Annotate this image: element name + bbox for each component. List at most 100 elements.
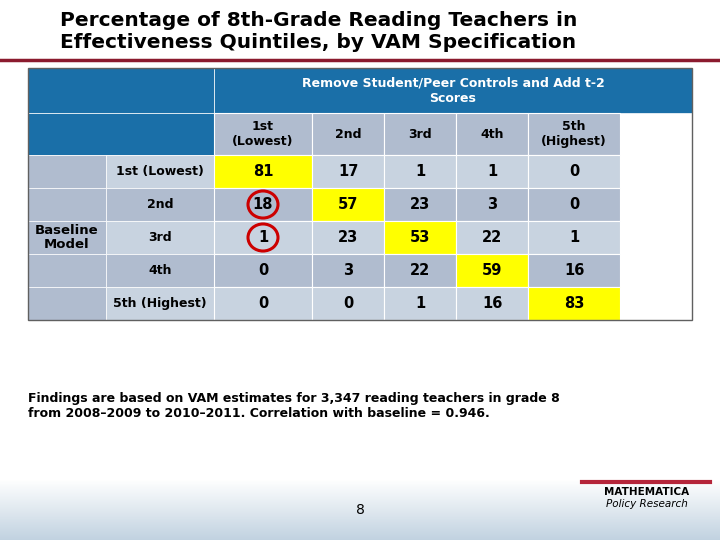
FancyBboxPatch shape [0, 487, 720, 488]
FancyBboxPatch shape [0, 504, 720, 505]
Text: 1: 1 [569, 230, 579, 245]
FancyBboxPatch shape [0, 529, 720, 530]
FancyBboxPatch shape [0, 503, 720, 504]
FancyBboxPatch shape [214, 221, 312, 254]
Text: 3rd: 3rd [408, 127, 432, 140]
FancyBboxPatch shape [456, 113, 528, 155]
FancyBboxPatch shape [28, 287, 106, 320]
FancyBboxPatch shape [0, 496, 720, 497]
FancyBboxPatch shape [28, 254, 106, 287]
FancyBboxPatch shape [528, 188, 620, 221]
Text: 1: 1 [258, 230, 268, 245]
FancyBboxPatch shape [106, 254, 214, 287]
FancyBboxPatch shape [0, 518, 720, 519]
FancyBboxPatch shape [312, 287, 384, 320]
FancyBboxPatch shape [0, 538, 720, 539]
FancyBboxPatch shape [312, 113, 384, 155]
Text: 5th
(Highest): 5th (Highest) [541, 120, 607, 148]
Text: 1st
(Lowest): 1st (Lowest) [233, 120, 294, 148]
FancyBboxPatch shape [528, 113, 620, 155]
Text: 57: 57 [338, 197, 358, 212]
FancyBboxPatch shape [0, 531, 720, 532]
Text: 81: 81 [253, 164, 274, 179]
FancyBboxPatch shape [0, 506, 720, 507]
Text: 0: 0 [569, 164, 579, 179]
FancyBboxPatch shape [384, 113, 456, 155]
FancyBboxPatch shape [214, 188, 312, 221]
FancyBboxPatch shape [214, 254, 312, 287]
FancyBboxPatch shape [0, 501, 720, 502]
FancyBboxPatch shape [0, 521, 720, 522]
FancyBboxPatch shape [0, 485, 720, 486]
FancyBboxPatch shape [28, 188, 106, 221]
FancyBboxPatch shape [214, 113, 312, 155]
FancyBboxPatch shape [528, 155, 620, 188]
Text: 22: 22 [482, 230, 502, 245]
FancyBboxPatch shape [28, 155, 106, 188]
Text: Baseline
Model: Baseline Model [35, 224, 99, 252]
Text: 59: 59 [482, 263, 502, 278]
Text: 1: 1 [487, 164, 497, 179]
FancyBboxPatch shape [0, 492, 720, 493]
Text: Remove Student/Peer Controls and Add t-2
Scores: Remove Student/Peer Controls and Add t-2… [302, 77, 604, 105]
FancyBboxPatch shape [0, 524, 720, 525]
FancyBboxPatch shape [0, 510, 720, 511]
FancyBboxPatch shape [0, 509, 720, 510]
FancyBboxPatch shape [0, 494, 720, 495]
FancyBboxPatch shape [312, 155, 384, 188]
FancyBboxPatch shape [528, 254, 620, 287]
FancyBboxPatch shape [0, 519, 720, 520]
FancyBboxPatch shape [456, 221, 528, 254]
FancyBboxPatch shape [0, 523, 720, 524]
FancyBboxPatch shape [28, 113, 214, 155]
FancyBboxPatch shape [0, 520, 720, 521]
Text: 3rd: 3rd [148, 231, 172, 244]
Text: 3: 3 [487, 197, 497, 212]
FancyBboxPatch shape [0, 493, 720, 494]
FancyBboxPatch shape [0, 486, 720, 487]
FancyBboxPatch shape [384, 188, 456, 221]
FancyBboxPatch shape [0, 526, 720, 527]
FancyBboxPatch shape [106, 188, 214, 221]
FancyBboxPatch shape [0, 528, 720, 529]
Text: 0: 0 [569, 197, 579, 212]
FancyBboxPatch shape [0, 522, 720, 523]
Text: 16: 16 [482, 296, 502, 311]
Text: 17: 17 [338, 164, 358, 179]
Text: 22: 22 [410, 263, 430, 278]
FancyBboxPatch shape [0, 512, 720, 513]
Text: 0: 0 [343, 296, 353, 311]
FancyBboxPatch shape [0, 534, 720, 535]
Text: 5th (Highest): 5th (Highest) [113, 297, 207, 310]
Text: 18: 18 [253, 197, 274, 212]
FancyBboxPatch shape [456, 188, 528, 221]
FancyBboxPatch shape [106, 221, 214, 254]
FancyBboxPatch shape [0, 525, 720, 526]
Text: 4th: 4th [148, 264, 172, 277]
FancyBboxPatch shape [0, 539, 720, 540]
FancyBboxPatch shape [312, 221, 384, 254]
FancyBboxPatch shape [0, 535, 720, 536]
FancyBboxPatch shape [0, 533, 720, 534]
FancyBboxPatch shape [0, 498, 720, 499]
FancyBboxPatch shape [528, 287, 620, 320]
FancyBboxPatch shape [28, 221, 106, 254]
FancyBboxPatch shape [528, 221, 620, 254]
FancyBboxPatch shape [0, 490, 720, 491]
FancyBboxPatch shape [0, 495, 720, 496]
Text: 0: 0 [258, 296, 268, 311]
FancyBboxPatch shape [0, 527, 720, 528]
Text: 2nd: 2nd [147, 198, 174, 211]
FancyBboxPatch shape [106, 155, 214, 188]
FancyBboxPatch shape [0, 532, 720, 533]
FancyBboxPatch shape [312, 188, 384, 221]
Text: 0: 0 [258, 263, 268, 278]
FancyBboxPatch shape [214, 155, 312, 188]
FancyBboxPatch shape [0, 502, 720, 503]
Text: Percentage of 8th-Grade Reading Teachers in: Percentage of 8th-Grade Reading Teachers… [60, 10, 577, 30]
Text: 23: 23 [338, 230, 358, 245]
FancyBboxPatch shape [0, 491, 720, 492]
Text: Effectiveness Quintiles, by VAM Specification: Effectiveness Quintiles, by VAM Specific… [60, 32, 576, 51]
Text: 23: 23 [410, 197, 430, 212]
FancyBboxPatch shape [0, 497, 720, 498]
